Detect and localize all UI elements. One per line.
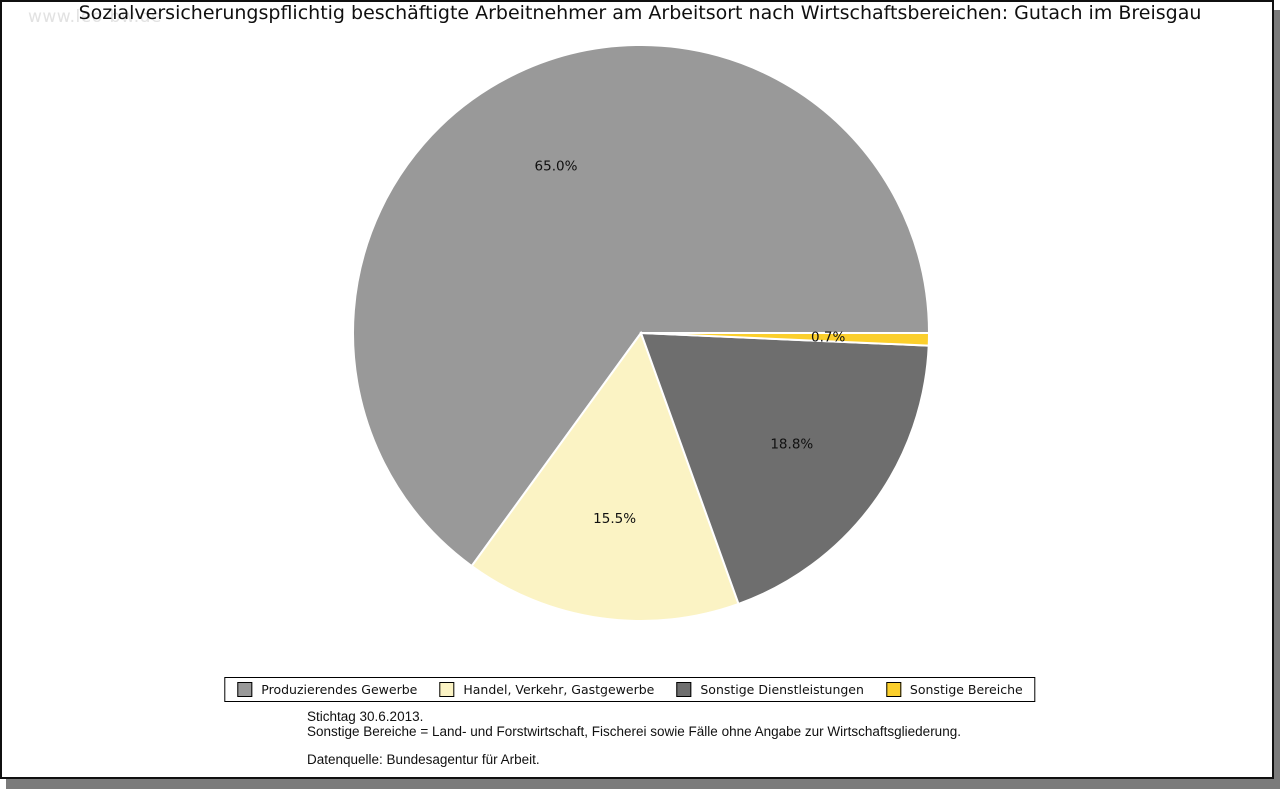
pie-slice-value-label: 65.0%	[535, 159, 578, 175]
pie-slice-value-label: 0.7%	[811, 330, 845, 346]
legend-label: Sonstige Bereiche	[909, 682, 1023, 697]
watermark: www.leo-bw.de	[28, 7, 162, 27]
legend: Produzierendes Gewerbe Handel, Verkehr, …	[224, 677, 1036, 702]
pie-slice-produzierendes-gewerbe	[352, 44, 931, 568]
legend-label: Handel, Verkehr, Gastgewerbe	[463, 682, 655, 697]
legend-swatch-sonstige-bereiche	[885, 682, 901, 697]
legend-swatch-handel-verkehr-gastgewerbe	[439, 682, 455, 697]
footnotes: Stichtag 30.6.2013. Sonstige Bereiche = …	[307, 709, 961, 768]
pie-chart: 65.0% 15.5% 18.8% 0.7%	[352, 44, 931, 622]
footnote-source: Datenquelle: Bundesagentur für Arbeit.	[307, 752, 540, 767]
pie-slice-sonstige-dienstleistungen	[639, 331, 930, 606]
legend-swatch-produzierendes-gewerbe	[237, 682, 253, 697]
legend-swatch-sonstige-dienstleistungen	[676, 682, 692, 697]
chart-title: Sozialversicherungspflichtig beschäftigt…	[78, 2, 1202, 24]
legend-item-handel-verkehr-gastgewerbe: Handel, Verkehr, Gastgewerbe	[439, 682, 654, 697]
legend-label: Sonstige Dienstleistungen	[700, 682, 864, 697]
pie-slice-sonstige-bereiche	[640, 332, 931, 347]
pie-slice-value-label: 18.8%	[770, 437, 813, 453]
legend-item-produzierendes-gewerbe: Produzierendes Gewerbe	[237, 682, 417, 697]
legend-item-sonstige-bereiche: Sonstige Bereiche	[885, 682, 1023, 697]
footnote-definition: Sonstige Bereiche = Land- und Forstwirts…	[307, 723, 961, 739]
footnote-stichtag: Stichtag 30.6.2013.	[307, 709, 424, 724]
legend-item-sonstige-dienstleistungen: Sonstige Dienstleistungen	[676, 682, 864, 697]
pie-slice-handel-verkehr-gastgewerbe	[470, 330, 740, 622]
pie-slice-value-label: 15.5%	[593, 511, 636, 527]
legend-label: Produzierendes Gewerbe	[261, 682, 418, 697]
